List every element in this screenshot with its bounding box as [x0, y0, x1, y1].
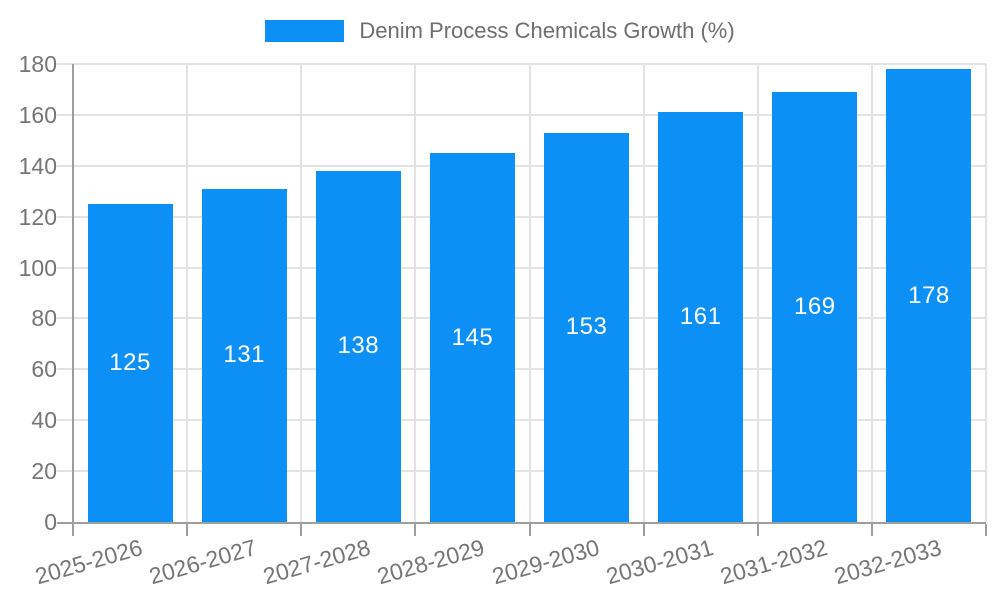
x-tick-mark — [528, 524, 531, 536]
x-gridline — [186, 64, 189, 522]
x-gridline — [300, 64, 303, 522]
bar: 125 — [87, 203, 173, 522]
y-tick-label: 80 — [31, 305, 57, 332]
x-tick-mark — [985, 524, 987, 536]
x-gridline — [642, 64, 645, 522]
x-gridline — [414, 64, 417, 522]
y-gridline — [57, 215, 986, 218]
x-tick-label: 2030-2031 — [602, 534, 716, 590]
y-gridline — [57, 63, 986, 65]
x-gridline — [870, 64, 873, 522]
x-axis-line — [57, 522, 986, 524]
bar-value-label: 125 — [109, 348, 151, 376]
y-axis-line — [72, 64, 74, 524]
x-tick-mark — [414, 524, 417, 536]
bar-value-label: 131 — [223, 341, 265, 369]
y-tick-label: 180 — [18, 51, 57, 77]
x-tick-mark — [642, 524, 645, 536]
y-gridline — [57, 419, 986, 422]
x-tick-mark — [756, 524, 759, 536]
bar: 131 — [201, 188, 287, 522]
bar-value-label: 145 — [451, 323, 494, 351]
bar: 145 — [429, 153, 515, 522]
x-tick-label: 2025-2026 — [32, 534, 146, 590]
x-tick-label: 2031-2032 — [717, 534, 830, 590]
x-tick-label: 2027-2028 — [260, 534, 374, 590]
x-gridline — [756, 64, 759, 522]
bar: 138 — [315, 170, 401, 522]
y-tick-label: 100 — [18, 254, 57, 281]
y-gridline — [57, 113, 986, 116]
x-tick-mark — [300, 524, 303, 536]
x-tick-mark — [72, 524, 74, 536]
y-tick-label: 160 — [18, 101, 57, 128]
bar: 161 — [658, 112, 744, 522]
x-tick-label: 2028-2029 — [374, 534, 488, 590]
bar: 153 — [544, 132, 630, 522]
x-gridline — [528, 64, 531, 522]
x-tick-mark — [870, 524, 873, 536]
y-tick-label: 0 — [44, 509, 57, 535]
x-tick-label: 2029-2030 — [488, 534, 602, 590]
y-gridline — [57, 317, 986, 320]
bar: 169 — [772, 91, 858, 522]
bar-value-label: 161 — [679, 303, 722, 331]
y-tick-label: 120 — [18, 203, 57, 230]
y-tick-label: 20 — [31, 458, 57, 485]
x-gridline — [985, 64, 987, 522]
x-tick-label: 2026-2027 — [146, 534, 260, 590]
x-tick-label: 2032-2033 — [831, 534, 945, 590]
x-tick-mark — [186, 524, 189, 536]
legend: Denim Process Chemicals Growth (%) — [0, 18, 1000, 44]
y-gridline — [57, 164, 986, 167]
y-gridline — [57, 470, 986, 473]
y-gridline — [57, 368, 986, 371]
y-gridline — [57, 266, 986, 269]
y-tick-label: 40 — [31, 407, 57, 434]
bar-value-label: 153 — [565, 313, 608, 341]
legend-label: Denim Process Chemicals Growth (%) — [359, 18, 735, 43]
bar-value-label: 169 — [794, 292, 836, 320]
bar-value-label: 138 — [337, 332, 380, 360]
bar: 178 — [886, 69, 972, 522]
legend-swatch — [265, 20, 345, 42]
bar-value-label: 178 — [908, 281, 950, 309]
y-tick-label: 60 — [31, 356, 57, 383]
y-tick-label: 140 — [18, 152, 57, 179]
